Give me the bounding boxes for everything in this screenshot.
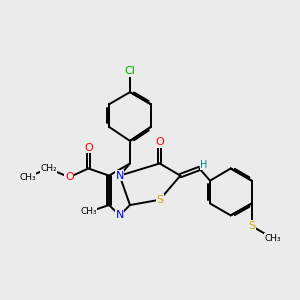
- Text: S: S: [248, 221, 255, 231]
- Text: S: S: [156, 195, 163, 205]
- Text: O: O: [65, 172, 74, 182]
- Text: H: H: [200, 160, 208, 170]
- Text: CH₃: CH₃: [80, 207, 97, 216]
- Text: CH₃: CH₃: [264, 234, 281, 243]
- Text: CH₃: CH₃: [19, 173, 36, 182]
- Text: CH₂: CH₂: [40, 164, 57, 173]
- Text: O: O: [155, 137, 164, 147]
- Text: N: N: [116, 210, 124, 220]
- Text: N: N: [116, 171, 124, 181]
- Text: O: O: [84, 143, 93, 153]
- Text: Cl: Cl: [124, 66, 135, 76]
